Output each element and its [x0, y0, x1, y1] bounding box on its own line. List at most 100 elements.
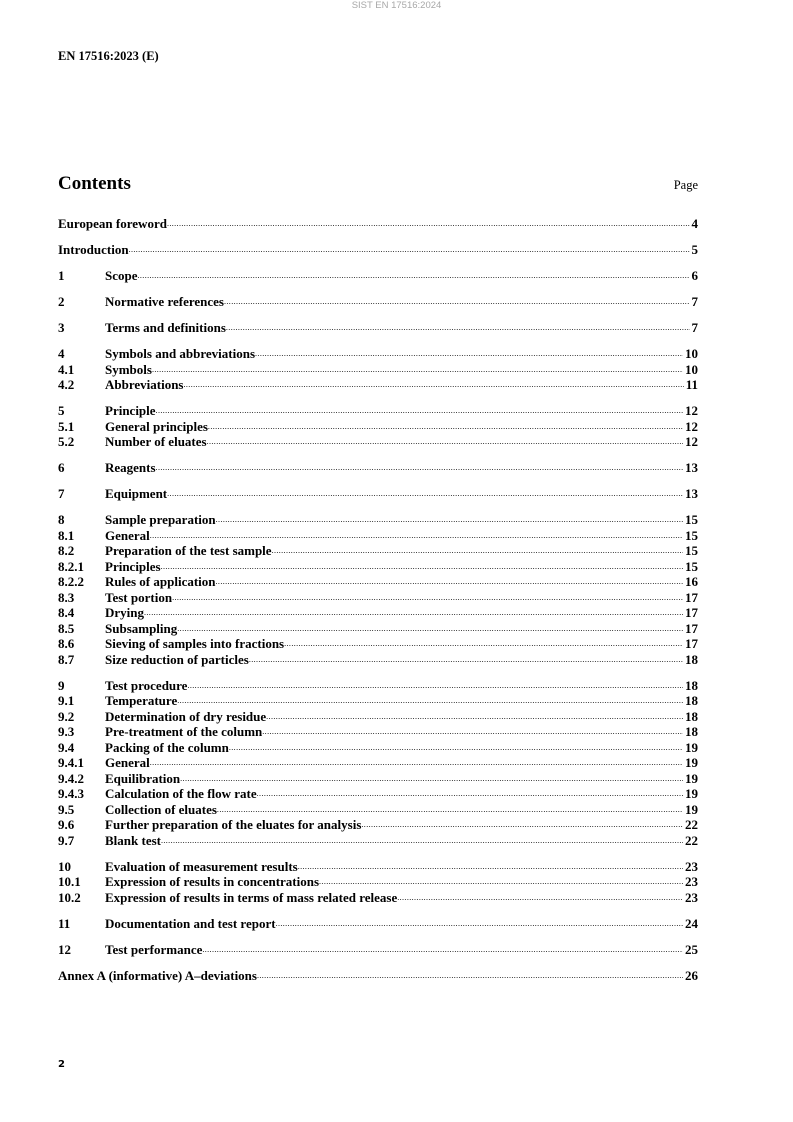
toc-entry-title: Annex A (informative) A–deviations: [58, 967, 257, 983]
toc-entry[interactable]: 9.7 Blank test 22: [58, 833, 698, 849]
toc-entry[interactable]: 10.1 Expression of results in concentrati…: [58, 874, 698, 890]
toc-entry[interactable]: 9.6 Further preparation of the eluates fo…: [58, 817, 698, 833]
toc-entry[interactable]: 8.4 Drying 17: [58, 605, 698, 621]
toc-entry-page: 10: [685, 346, 698, 361]
dot-leader: [229, 740, 683, 756]
toc-entry-title: Pre-treatment of the column: [105, 724, 263, 739]
watermark: SIST EN 17516:2024: [351, 0, 442, 11]
toc-entry[interactable]: 11 Documentation and test report 24: [58, 916, 698, 932]
toc-entry[interactable]: 10.2 Expression of results in terms of ma…: [58, 890, 698, 906]
toc-entry-number: 4: [58, 346, 65, 361]
toc-entry[interactable]: 9.2 Determination of dry residue 18: [58, 709, 698, 725]
toc-entry[interactable]: 8.1 General 15: [58, 528, 698, 544]
toc-entry[interactable]: 8.2 Preparation of the test sample 15: [58, 543, 698, 559]
toc-entry[interactable]: 9.1 Temperature 18: [58, 693, 698, 709]
toc-entry-number: 9.2: [58, 708, 75, 724]
toc-entry[interactable]: 8.2.2 Rules of application 16: [58, 574, 698, 590]
toc-entry-title: European foreword: [58, 216, 167, 231]
toc-entry[interactable]: 1 Scope 6: [58, 268, 698, 284]
toc-entry[interactable]: European foreword 4: [58, 216, 698, 232]
toc-entry-title: Symbols: [105, 361, 152, 377]
toc-entry[interactable]: 4.2 Abbreviations 11: [58, 377, 698, 393]
toc-entry[interactable]: 3 Terms and definitions 7: [58, 320, 698, 336]
toc-entry[interactable]: 4 Symbols and abbreviations 10: [58, 346, 698, 362]
toc-entry-title: Equilibration: [105, 770, 181, 786]
toc-entry-title: Principles: [105, 558, 161, 574]
toc-entry-number: 9: [58, 677, 65, 693]
toc-entry-title: Determination of dry residue: [105, 708, 267, 724]
toc-entry[interactable]: 8.6 Sieving of samples into fractions 17: [58, 636, 698, 652]
toc-entry[interactable]: 8.7 Size reduction of particles 18: [58, 652, 698, 668]
toc-entry-number: 12: [58, 941, 71, 957]
toc-entry-page: 4: [691, 216, 699, 231]
toc-entry-page: 18: [685, 651, 698, 667]
toc-entry-number: 11: [58, 915, 71, 931]
toc-entry[interactable]: 8.2.1 Principles 15: [58, 559, 698, 575]
toc-entry[interactable]: 9.4.2 Equilibration 19: [58, 771, 698, 787]
table-of-contents: European foreword 4 Introduction 5 1 Scope 6 2 N…: [58, 216, 698, 994]
toc-entry-page: 16: [685, 574, 698, 589]
dot-leader: [249, 652, 683, 668]
toc-entry-title: Size reduction of particles: [105, 651, 249, 667]
toc-entry-title: Introduction: [58, 242, 129, 257]
toc-entry-number: 8: [58, 512, 65, 527]
toc-entry[interactable]: Annex A (informative) A–deviations 26: [58, 968, 698, 984]
toc-entry-page: 17: [685, 605, 698, 620]
toc-entry-title: Scope: [105, 268, 138, 283]
toc-entry[interactable]: 8.5 Subsampling 17: [58, 621, 698, 637]
toc-entry[interactable]: 6 Reagents 13: [58, 460, 698, 476]
toc-entry-page: 13: [685, 486, 698, 501]
toc-entry[interactable]: 4.1 Symbols 10: [58, 362, 698, 378]
toc-entry[interactable]: Introduction 5: [58, 242, 698, 258]
toc-entry[interactable]: 12 Test performance 25: [58, 942, 698, 958]
toc-entry-page: 15: [685, 558, 698, 574]
toc-entry[interactable]: 8 Sample preparation 15: [58, 512, 698, 528]
toc-entry-number: 8.1: [58, 527, 75, 543]
toc-entry[interactable]: 10 Evaluation of measurement results 23: [58, 859, 698, 875]
dot-leader: [272, 543, 683, 559]
toc-entry[interactable]: 7 Equipment 13: [58, 486, 698, 502]
toc-entry[interactable]: 5.2 Number of eluates 12: [58, 434, 698, 450]
toc-entry-title: Documentation and test report: [105, 915, 276, 931]
toc-entry-title: Drying: [105, 605, 144, 620]
toc-entry[interactable]: 9.3 Pre-treatment of the column 18: [58, 724, 698, 740]
toc-entry-number: 9.3: [58, 724, 75, 739]
toc-entry-title: Preparation of the test sample: [105, 543, 272, 558]
toc-entry[interactable]: 9 Test procedure 18: [58, 678, 698, 694]
toc-entry-number: 5.2: [58, 434, 75, 449]
toc-entry-page: 6: [691, 268, 699, 283]
dot-leader: [255, 346, 683, 362]
toc-entry-title: Test performance: [105, 941, 203, 957]
toc-group: 7 Equipment 13: [58, 486, 698, 502]
toc-entry-page: 19: [685, 755, 698, 770]
toc-entry-title: Test procedure: [105, 677, 188, 693]
toc-entry-title: Collection of eluates: [105, 801, 217, 817]
toc-entry[interactable]: 8.3 Test portion 17: [58, 590, 698, 606]
toc-entry-page: 15: [685, 512, 698, 527]
toc-entry[interactable]: 9.4.1 General 19: [58, 755, 698, 771]
dot-leader: [167, 216, 690, 232]
toc-entry-page: 22: [685, 832, 698, 848]
toc-entry-title: Further preparation of the eluates for a…: [105, 817, 362, 832]
toc-group: 1 Scope 6: [58, 268, 698, 284]
toc-entry-title: Sample preparation: [105, 512, 216, 527]
toc-entry[interactable]: 9.4 Packing of the column 19: [58, 740, 698, 756]
toc-entry[interactable]: 9.4.3 Calculation of the flow rate 19: [58, 786, 698, 802]
toc-entry[interactable]: 5 Principle 12: [58, 403, 698, 419]
toc-group: European foreword 4: [58, 216, 698, 232]
dot-leader: [266, 709, 683, 725]
toc-entry-number: 8.6: [58, 636, 75, 651]
toc-entry[interactable]: 5.1 General principles 12: [58, 419, 698, 435]
toc-entry[interactable]: 2 Normative references 7: [58, 294, 698, 310]
dot-leader: [150, 528, 683, 544]
toc-group: 5 Principle 12 5.1 General principles 12 5.2 Nu…: [58, 403, 698, 450]
toc-entry-title: Calculation of the flow rate: [105, 786, 257, 801]
dot-leader: [180, 771, 683, 787]
toc-entry-number: 9.6: [58, 817, 75, 832]
toc-entry[interactable]: 9.5 Collection of eluates 19: [58, 802, 698, 818]
dot-leader: [177, 621, 683, 637]
toc-entry-title: General: [105, 755, 150, 770]
document-header: EN 17516:2023 (E): [58, 49, 159, 63]
toc-entry-title: Normative references: [105, 294, 224, 309]
toc-entry-number: 9.1: [58, 693, 75, 708]
